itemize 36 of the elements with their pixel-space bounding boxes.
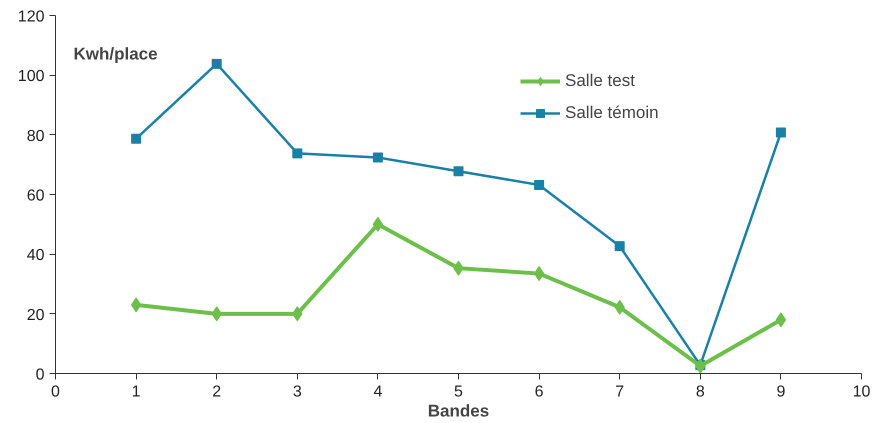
point: [776, 127, 786, 138]
point: [372, 152, 383, 163]
point: [614, 241, 625, 252]
point: [454, 166, 464, 176]
point: [453, 260, 464, 276]
x-tick-label: 1: [132, 384, 141, 400]
point: [776, 312, 786, 328]
point: [534, 266, 544, 282]
x-tick-label: 5: [454, 384, 464, 400]
x-tick-label: 10: [852, 384, 870, 400]
point: [695, 358, 706, 374]
legend-label: Salle témoin: [565, 103, 659, 123]
point: [130, 297, 142, 312]
y-tick-label: 120: [18, 8, 45, 26]
y-tick-label: 80: [26, 128, 45, 145]
point: [131, 134, 142, 144]
x-tick-label: 6: [534, 384, 544, 400]
y-tick-label: 0: [36, 366, 45, 384]
y-tick-label: 40: [26, 247, 45, 264]
x-tick-label: 2: [212, 384, 222, 400]
x-tick-label: 4: [373, 384, 382, 400]
point: [212, 58, 222, 69]
x-tick-label: 9: [776, 384, 786, 400]
y-tick-label: 60: [26, 188, 45, 204]
x-axis-title: Bandes: [428, 402, 490, 420]
x-tick-label: 0: [51, 384, 60, 400]
y-axis-title: Kwh/place: [74, 44, 158, 64]
point: [534, 180, 544, 190]
point: [372, 216, 384, 232]
x-tick-label: 3: [292, 384, 302, 400]
legend-label: Salle test: [565, 71, 635, 91]
point: [292, 148, 302, 158]
x-tick-label: 8: [696, 384, 705, 400]
x-tick-label: 7: [615, 384, 624, 400]
y-tick-label: 100: [18, 68, 45, 86]
y-tick-label: 20: [26, 306, 45, 324]
